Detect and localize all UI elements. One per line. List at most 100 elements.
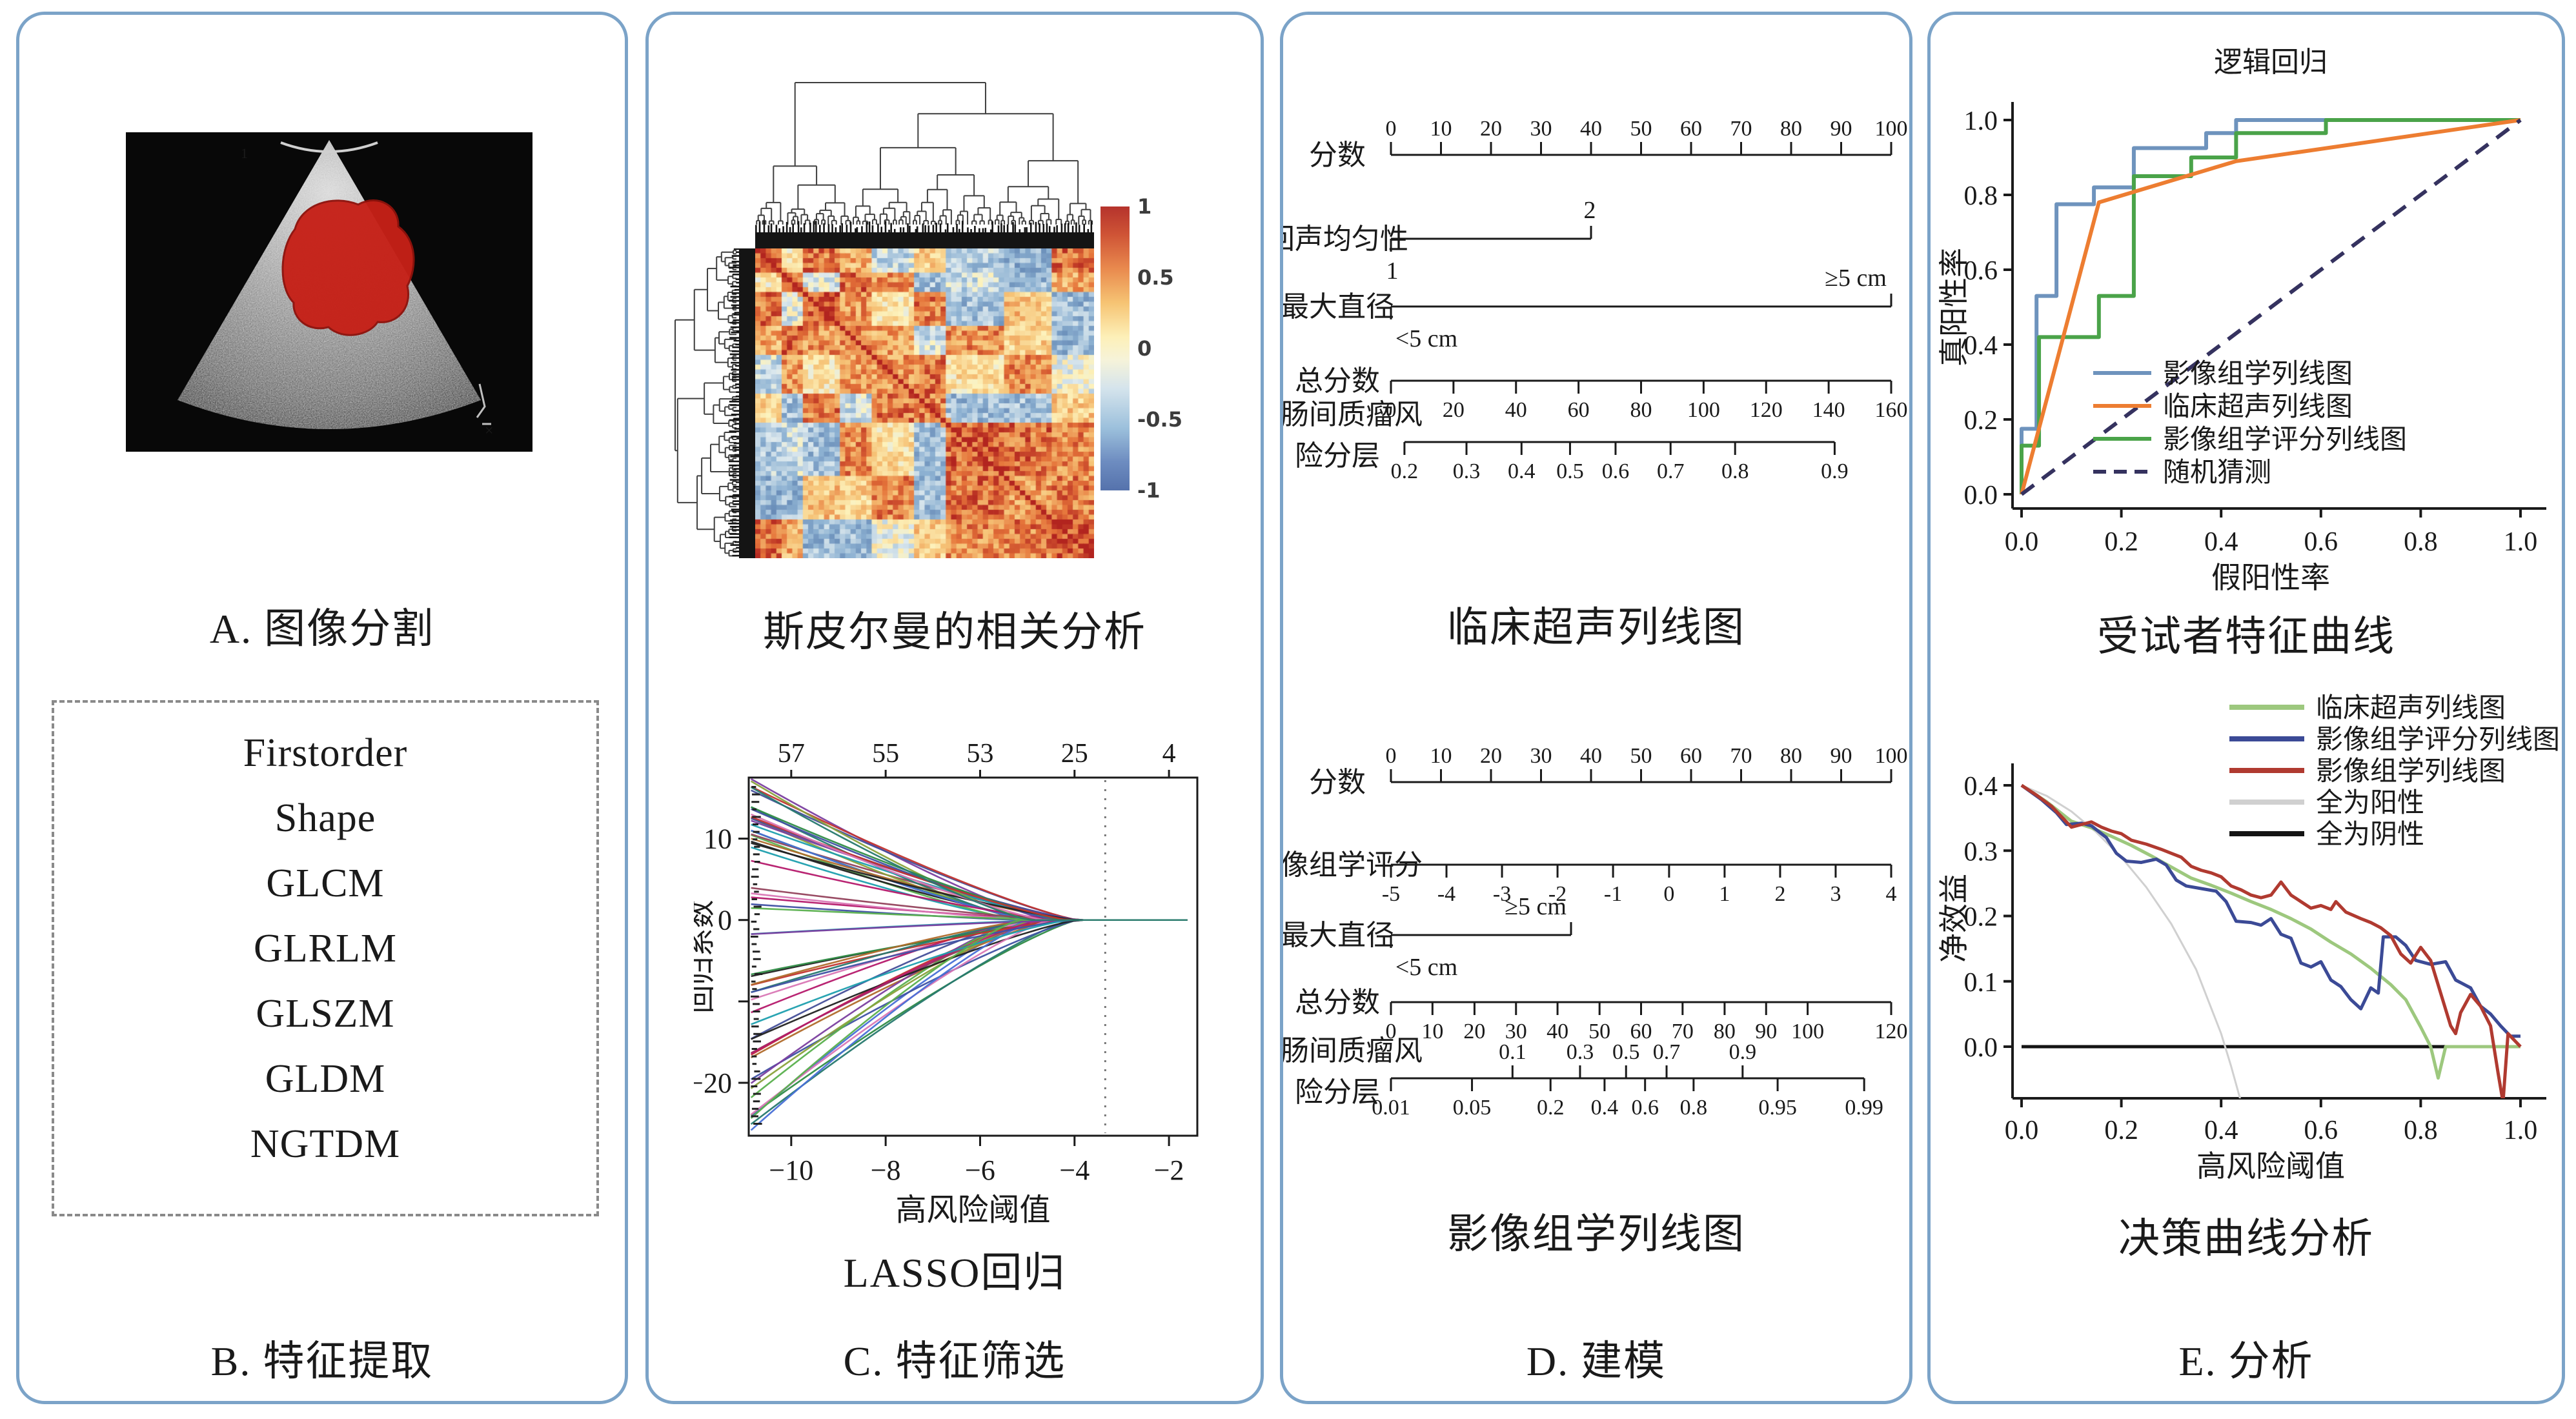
svg-text:0.0: 0.0: [1964, 1033, 1998, 1063]
ultrasound-image: 1 ×: [126, 132, 532, 452]
feature-class-list: Firstorder Shape GLCM GLRLM GLSZM GLDM NGTDM: [54, 703, 596, 1177]
feature-class-item: GLRLM: [254, 927, 397, 971]
svg-text:险分层: 险分层: [1295, 1076, 1380, 1108]
svg-text:分数: 分数: [1309, 767, 1366, 798]
svg-text:−10: −10: [769, 1154, 813, 1186]
dca-legend-label: 临床超声列线图: [2316, 693, 2506, 723]
svg-text:0.6: 0.6: [2304, 1116, 2338, 1145]
svg-text:1: 1: [1386, 257, 1399, 285]
svg-text:30: 30: [1530, 744, 1552, 768]
dca-legend-label: 影像组学列线图: [2316, 756, 2506, 787]
svg-text:0.7: 0.7: [1653, 1040, 1681, 1064]
svg-text:4: 4: [1886, 882, 1897, 906]
svg-text:60: 60: [1680, 117, 1702, 141]
svg-text:最大直径: 最大直径: [1283, 920, 1394, 951]
svg-text:0.1: 0.1: [1499, 1040, 1526, 1064]
feature-class-item: Shape: [274, 796, 376, 840]
svg-text:0.4: 0.4: [1591, 1096, 1619, 1120]
svg-text:80: 80: [1630, 398, 1652, 422]
svg-text:−20: −20: [694, 1067, 732, 1099]
svg-text:0.1: 0.1: [1964, 968, 1998, 998]
svg-text:−4: −4: [1059, 1154, 1090, 1186]
svg-text:0.2: 0.2: [1391, 459, 1419, 483]
svg-text:90: 90: [1755, 1020, 1777, 1043]
svg-text:总分数: 总分数: [1295, 987, 1380, 1018]
svg-text:10: 10: [704, 823, 732, 855]
svg-text:90: 90: [1831, 117, 1852, 141]
svg-text:2: 2: [1774, 882, 1785, 906]
svg-text:50: 50: [1630, 744, 1652, 768]
svg-text:160: 160: [1875, 398, 1908, 422]
roc-legend-label: 影像组学列线图: [2163, 359, 2353, 389]
svg-text:0.6: 0.6: [1964, 256, 1998, 286]
svg-text:20: 20: [1480, 117, 1502, 141]
svg-text:险分层: 险分层: [1295, 440, 1380, 472]
svg-text:0.3: 0.3: [1567, 1040, 1594, 1064]
svg-text:0: 0: [1386, 117, 1397, 141]
svg-text:30: 30: [1505, 1020, 1527, 1043]
svg-text:60: 60: [1680, 744, 1702, 768]
transducer-arc: [280, 141, 378, 153]
svg-text:0: 0: [1386, 1020, 1397, 1043]
panel-feature-selection: 1 0.5 0 -0.5 -1 斯皮尔曼的相关分析 −10 57 −8 55 −6 53 −4 25−…: [645, 12, 1264, 1404]
caption-modeling: D. 建模: [1526, 1338, 1667, 1384]
svg-text:-2: -2: [1548, 882, 1567, 906]
feature-class-item: GLCM: [266, 861, 385, 905]
panel-segmentation-extraction: 1 × A. 图像分割 Firstorder Shape GLCM GLRLM GLSZ…: [16, 12, 628, 1404]
svg-text:57: 57: [778, 739, 805, 769]
roc-plot-title: 逻辑回归: [2214, 46, 2328, 78]
feature-class-item: GLSZM: [256, 992, 395, 1036]
svg-text:20: 20: [1463, 1020, 1485, 1043]
column-dendrogram: [755, 82, 1094, 248]
roc-y-axis-label: 真阳性率: [1938, 248, 1971, 367]
caption-image-segmentation: A. 图像分割: [209, 606, 435, 652]
svg-text:回归系数: 回归系数: [694, 900, 717, 1014]
dca-y-axis-label: 净效益: [1938, 874, 1971, 963]
svg-text:55: 55: [872, 739, 899, 769]
svg-text:0.7: 0.7: [1657, 459, 1685, 483]
dca-legend-label: 全为阳性: [2316, 788, 2424, 818]
roc-legend-label: 影像组学评分列线图: [2163, 425, 2407, 455]
svg-text:40: 40: [1505, 398, 1527, 422]
svg-text:0: 0: [1663, 882, 1674, 906]
svg-text:-3: -3: [1493, 882, 1511, 906]
colorbar-tick: 1: [1137, 194, 1152, 219]
svg-text:140: 140: [1812, 398, 1845, 422]
svg-text:-5: -5: [1382, 882, 1400, 906]
svg-text:-4: -4: [1437, 882, 1455, 906]
svg-text:-1: -1: [1604, 882, 1622, 906]
colorbar-tick: -1: [1137, 478, 1161, 503]
svg-text:80: 80: [1780, 744, 1802, 768]
svg-text:胃肠间质瘤风: 胃肠间质瘤风: [1283, 399, 1423, 430]
svg-text:70: 70: [1730, 117, 1752, 141]
svg-text:0: 0: [1386, 398, 1397, 422]
caliper-marks: [476, 383, 491, 425]
svg-text:2: 2: [1584, 197, 1596, 224]
svg-text:70: 70: [1730, 744, 1752, 768]
svg-text:0.05: 0.05: [1453, 1096, 1492, 1120]
svg-text:100: 100: [1875, 744, 1908, 768]
colorbar-tick: 0: [1137, 336, 1152, 361]
svg-text:20: 20: [1443, 398, 1465, 422]
svg-text:0.4: 0.4: [2204, 527, 2238, 557]
svg-text:总分数: 总分数: [1295, 365, 1380, 397]
svg-text:0.01: 0.01: [1372, 1096, 1410, 1120]
dca-x-axis-label: 高风险阈值: [2196, 1150, 2345, 1183]
svg-text:1: 1: [1719, 882, 1730, 906]
svg-text:0.95: 0.95: [1758, 1096, 1797, 1120]
feature-class-box: Firstorder Shape GLCM GLRLM GLSZM GLDM NGTDM: [52, 700, 599, 1216]
svg-text:0.6: 0.6: [2304, 527, 2338, 557]
svg-text:1.0: 1.0: [2504, 527, 2538, 557]
svg-text:高风险阈值: 高风险阈值: [895, 1193, 1050, 1227]
svg-text:10: 10: [1430, 117, 1452, 141]
roc-legend-label: 随机猜测: [2163, 458, 2271, 488]
svg-text:0.4: 0.4: [1508, 459, 1536, 483]
caliper-x-mark: ×: [485, 423, 494, 439]
svg-text:0.5: 0.5: [1612, 1040, 1640, 1064]
radiomics-nomogram: 分数0102030405060708090100影像组学评分-5-4-3-2-1…: [1283, 744, 1908, 1120]
svg-text:0.9: 0.9: [1821, 459, 1849, 483]
dca-caption: 决策曲线分析: [2118, 1216, 2374, 1262]
ultrasound-marker-text: 1: [241, 145, 248, 161]
radiomics-nomogram-title: 影像组学列线图: [1447, 1211, 1745, 1257]
